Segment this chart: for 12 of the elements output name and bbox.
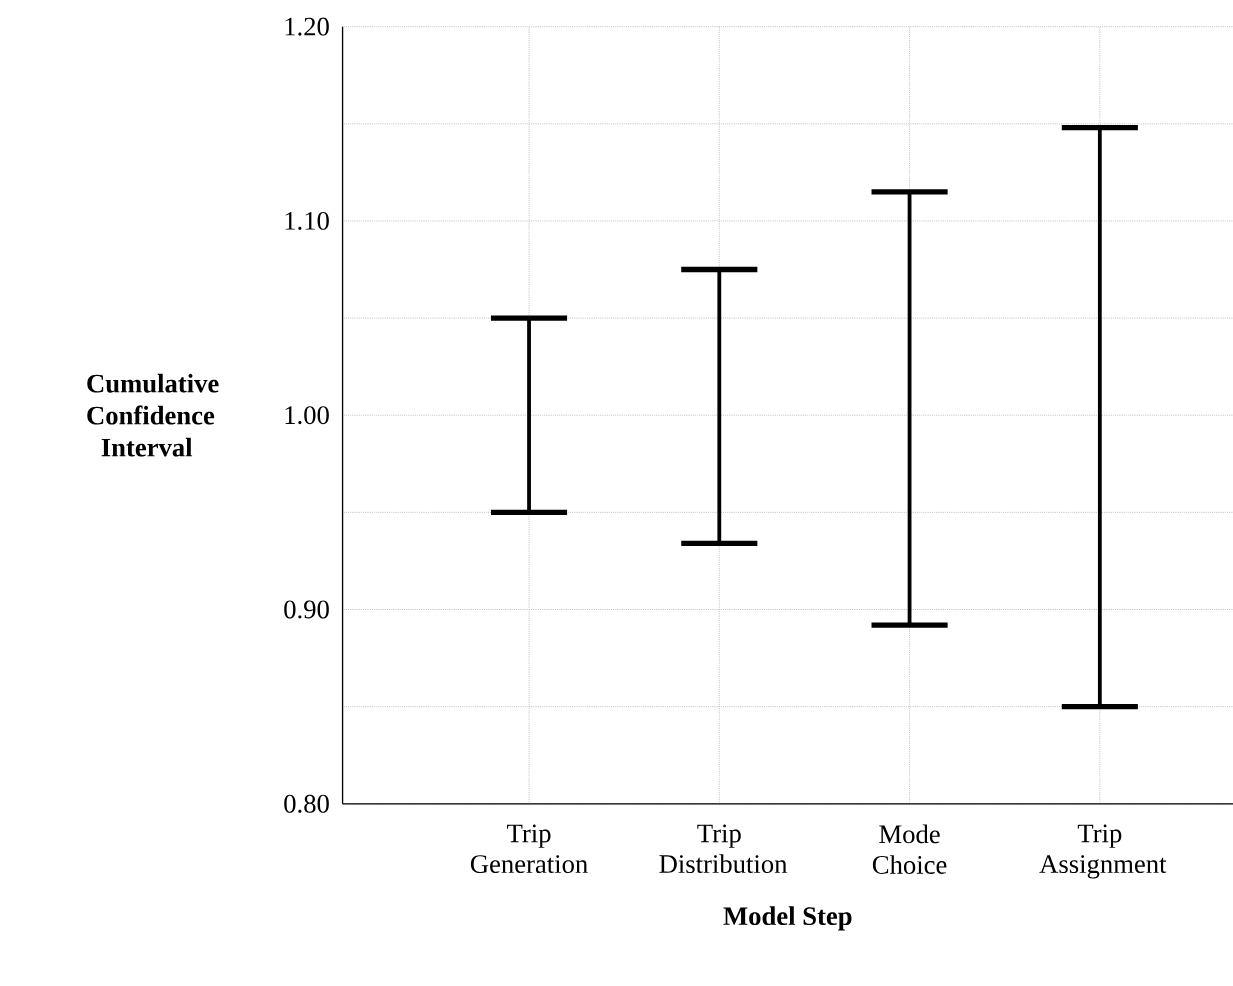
x-tick-label: Trip Generation	[470, 824, 588, 873]
y-tick-label: 0.90	[284, 600, 329, 619]
x-tick-label: Trip Distribution	[659, 824, 788, 873]
bar	[1097, 127, 1102, 707]
y-tick-label: 1.20	[285, 17, 329, 36]
x-tick-label: Trip Assignment	[1039, 824, 1167, 879]
x-tick-label: Mode Choice	[872, 824, 947, 874]
y-tick-label: 1.00	[285, 405, 329, 425]
x-axis-title: Model Step	[723, 906, 852, 931]
y-axis-title: Cumulative Confidence Interval	[87, 373, 219, 457]
y-tick-label: 1.10	[285, 211, 329, 230]
y-tick-label: 0.80	[284, 794, 329, 813]
